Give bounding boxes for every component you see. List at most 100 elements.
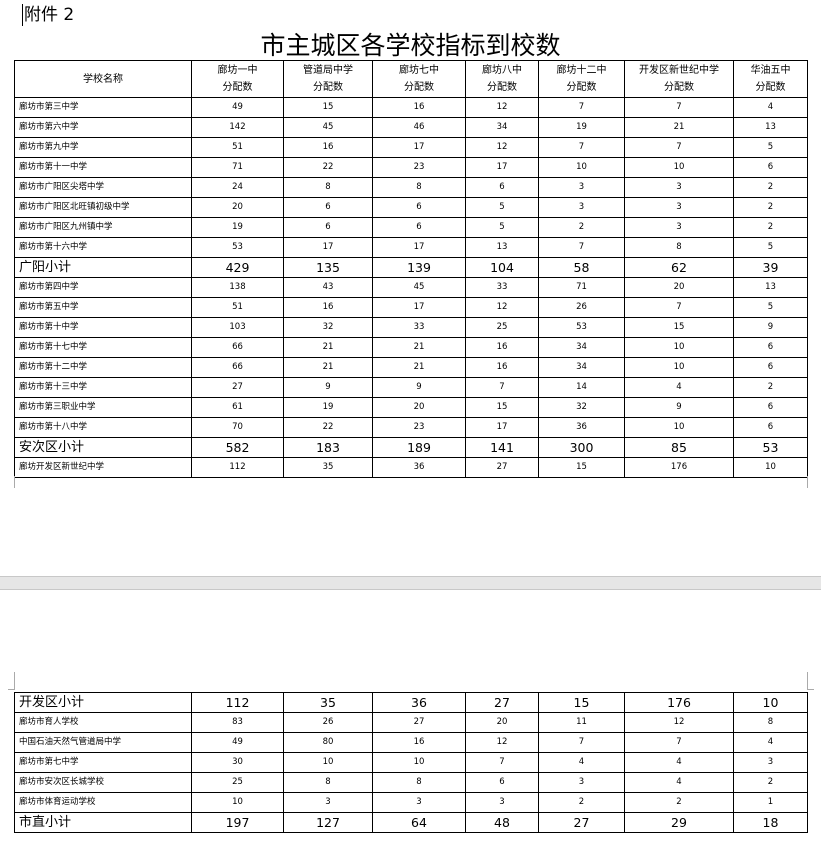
value-cell: 6 (372, 197, 466, 218)
value-cell: 2 (733, 217, 808, 238)
subtotal-row: 广阳小计 429 135 139 104 58 62 39 (14, 257, 808, 278)
value-cell: 7 (465, 377, 539, 398)
value-cell: 11 (538, 712, 625, 733)
value-cell: 2 (733, 377, 808, 398)
value-cell: 71 (538, 277, 625, 298)
value-cell: 15 (538, 457, 625, 478)
school-name-cell: 广阳小计 (14, 257, 192, 278)
value-cell: 17 (465, 417, 539, 438)
value-cell: 6 (283, 217, 373, 238)
value-cell: 16 (372, 732, 466, 753)
value-cell: 197 (191, 812, 284, 833)
value-cell: 5 (733, 297, 808, 318)
value-cell: 15 (624, 317, 734, 338)
value-cell: 39 (733, 257, 808, 278)
school-name-cell: 廊坊市第十二中学 (14, 357, 192, 378)
school-name-cell: 廊坊市第五中学 (14, 297, 192, 318)
header-sub-label: 分配数 (755, 82, 786, 93)
allocation-table-page2: 开发区小计 112 35 36 27 15 176 10 廊坊市育人学校 83 26 27 20 11 12… (14, 692, 808, 833)
value-cell: 13 (465, 237, 539, 258)
header-column: 廊坊十二中 分配数 (538, 60, 625, 98)
header-column: 开发区新世纪中学 分配数 (624, 60, 734, 98)
value-cell: 24 (191, 177, 284, 198)
value-cell: 7 (624, 97, 734, 118)
value-cell: 13 (733, 117, 808, 138)
table-row: 廊坊市体育运动学校 10 3 3 3 2 2 1 (14, 792, 808, 813)
value-cell: 10 (733, 692, 808, 713)
value-cell: 6 (372, 217, 466, 238)
value-cell: 43 (283, 277, 373, 298)
school-name-cell: 廊坊市广阳区尖塔中学 (14, 177, 192, 198)
value-cell: 17 (465, 157, 539, 178)
value-cell: 30 (191, 752, 284, 773)
value-cell: 27 (465, 457, 539, 478)
school-name-cell: 廊坊市第三中学 (14, 97, 192, 118)
value-cell: 3 (733, 752, 808, 773)
value-cell: 20 (191, 197, 284, 218)
table-row: 廊坊市广阳区九州镇中学 19 6 6 5 2 3 2 (14, 217, 808, 238)
school-name-cell: 廊坊市广阳区北旺镇初级中学 (14, 197, 192, 218)
table-row: 廊坊市安次区长城学校 25 8 8 6 3 4 2 (14, 772, 808, 793)
value-cell: 35 (283, 692, 373, 713)
value-cell: 18 (733, 812, 808, 833)
school-name-cell: 廊坊市第十三中学 (14, 377, 192, 398)
value-cell: 10 (283, 752, 373, 773)
header-sub-label: 分配数 (487, 82, 517, 93)
value-cell: 53 (191, 237, 284, 258)
value-cell: 32 (283, 317, 373, 338)
attachment-label: 附件 2 (22, 4, 75, 26)
value-cell: 83 (191, 712, 284, 733)
header-column-name: 廊坊十二中 (556, 65, 607, 76)
value-cell: 21 (372, 357, 466, 378)
value-cell: 10 (624, 417, 734, 438)
value-cell: 17 (372, 137, 466, 158)
value-cell: 62 (624, 257, 734, 278)
value-cell: 20 (465, 712, 539, 733)
value-cell: 27 (191, 377, 284, 398)
value-cell: 10 (624, 357, 734, 378)
value-cell: 70 (191, 417, 284, 438)
value-cell: 6 (465, 772, 539, 793)
value-cell: 19 (283, 397, 373, 418)
page-break-gap (0, 576, 821, 590)
value-cell: 176 (624, 457, 734, 478)
value-cell: 19 (538, 117, 625, 138)
school-name-cell: 廊坊市第六中学 (14, 117, 192, 138)
page-corner-mark (807, 476, 814, 488)
value-cell: 6 (733, 417, 808, 438)
value-cell: 10 (733, 457, 808, 478)
value-cell: 35 (283, 457, 373, 478)
value-cell: 15 (283, 97, 373, 118)
value-cell: 51 (191, 137, 284, 158)
value-cell: 17 (372, 237, 466, 258)
table-row: 廊坊市第六中学 142 45 46 34 19 21 13 (14, 117, 808, 138)
value-cell: 32 (538, 397, 625, 418)
header-column-name: 管道局中学 (303, 65, 353, 76)
value-cell: 34 (538, 337, 625, 358)
value-cell: 5 (465, 197, 539, 218)
header-sub-label: 分配数 (664, 82, 694, 93)
value-cell: 5 (733, 237, 808, 258)
table-row: 中国石油天然气管道局中学 49 80 16 12 7 7 4 (14, 732, 808, 753)
value-cell: 6 (733, 157, 808, 178)
value-cell: 9 (372, 377, 466, 398)
value-cell: 66 (191, 337, 284, 358)
value-cell: 8 (283, 772, 373, 793)
value-cell: 9 (283, 377, 373, 398)
header-column-name: 开发区新世纪中学 (639, 65, 719, 76)
table-row: 廊坊市第七中学 30 10 10 7 4 4 3 (14, 752, 808, 773)
value-cell: 29 (624, 812, 734, 833)
value-cell: 66 (191, 357, 284, 378)
value-cell: 2 (733, 772, 808, 793)
value-cell: 127 (283, 812, 373, 833)
value-cell: 8 (283, 177, 373, 198)
value-cell: 8 (624, 237, 734, 258)
value-cell: 3 (538, 177, 625, 198)
value-cell: 15 (465, 397, 539, 418)
value-cell: 7 (538, 97, 625, 118)
value-cell: 3 (538, 772, 625, 793)
header-sub-label: 分配数 (404, 82, 434, 93)
value-cell: 61 (191, 397, 284, 418)
value-cell: 4 (624, 752, 734, 773)
value-cell: 139 (372, 257, 466, 278)
